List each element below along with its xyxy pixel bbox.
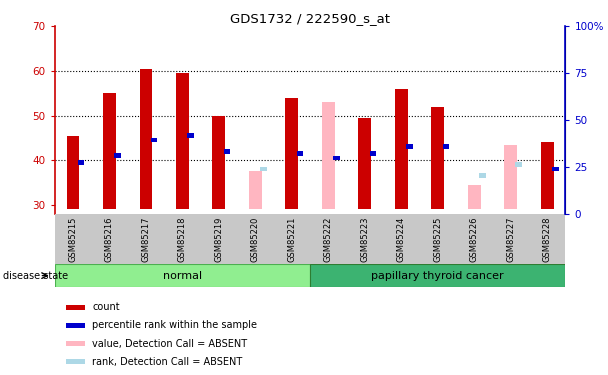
- Bar: [187, 133, 194, 138]
- Bar: [358, 118, 371, 209]
- Bar: [310, 264, 565, 287]
- Text: GSM85221: GSM85221: [288, 216, 296, 262]
- Bar: [114, 153, 121, 158]
- Bar: [66, 323, 85, 328]
- Bar: [66, 341, 85, 346]
- Text: GSM85215: GSM85215: [69, 216, 77, 262]
- Text: GSM85218: GSM85218: [178, 216, 187, 262]
- Bar: [431, 106, 444, 209]
- Bar: [55, 264, 310, 287]
- Bar: [66, 359, 85, 364]
- Text: GSM85228: GSM85228: [543, 216, 551, 262]
- Title: GDS1732 / 222590_s_at: GDS1732 / 222590_s_at: [230, 12, 390, 25]
- Bar: [260, 167, 267, 171]
- Bar: [479, 174, 486, 178]
- Bar: [139, 69, 152, 209]
- Text: normal: normal: [163, 271, 202, 280]
- Text: papillary thyroid cancer: papillary thyroid cancer: [371, 271, 504, 280]
- Text: rank, Detection Call = ABSENT: rank, Detection Call = ABSENT: [92, 357, 243, 367]
- Bar: [285, 98, 298, 209]
- Bar: [504, 144, 517, 209]
- Bar: [333, 156, 340, 160]
- Bar: [443, 144, 449, 149]
- Bar: [406, 144, 413, 149]
- Text: GSM85220: GSM85220: [251, 216, 260, 262]
- Text: GSM85217: GSM85217: [142, 216, 150, 262]
- Text: GSM85223: GSM85223: [361, 216, 369, 262]
- Text: GSM85219: GSM85219: [215, 216, 223, 262]
- Bar: [322, 102, 334, 209]
- Text: count: count: [92, 302, 120, 312]
- Bar: [151, 138, 157, 142]
- Bar: [395, 89, 407, 209]
- Text: GSM85225: GSM85225: [434, 216, 442, 262]
- Bar: [552, 167, 559, 171]
- Text: GSM85226: GSM85226: [470, 216, 478, 262]
- Bar: [176, 73, 188, 209]
- Bar: [66, 136, 79, 209]
- Bar: [66, 305, 85, 310]
- Text: GSM85216: GSM85216: [105, 216, 114, 262]
- Text: GSM85227: GSM85227: [506, 216, 515, 262]
- Bar: [103, 93, 116, 209]
- Bar: [541, 142, 553, 209]
- Text: disease state: disease state: [3, 271, 68, 280]
- Bar: [212, 116, 225, 209]
- Bar: [78, 160, 85, 165]
- Bar: [224, 149, 230, 154]
- Bar: [249, 171, 261, 209]
- Bar: [516, 162, 522, 167]
- Bar: [297, 151, 303, 156]
- Text: GSM85222: GSM85222: [324, 216, 333, 262]
- Bar: [370, 151, 376, 156]
- Text: percentile rank within the sample: percentile rank within the sample: [92, 321, 257, 330]
- Text: value, Detection Call = ABSENT: value, Detection Call = ABSENT: [92, 339, 247, 349]
- Bar: [468, 185, 480, 209]
- Text: GSM85224: GSM85224: [397, 216, 406, 262]
